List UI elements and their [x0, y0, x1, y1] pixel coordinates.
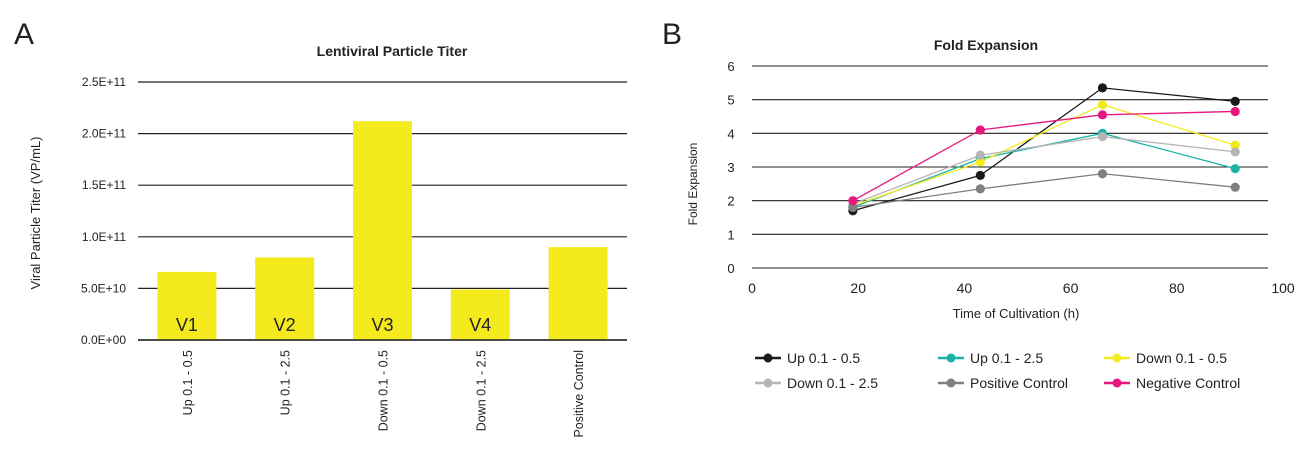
line-series-path: [852, 173, 1236, 209]
line-chart-y-tick-label: 4: [727, 126, 734, 141]
legend-item: Negative Control: [1104, 375, 1240, 391]
bar-chart-y-axis-label: Viral Particle Titer (VP/mL): [28, 137, 43, 290]
line-chart-x-tick-label: 0: [748, 280, 756, 296]
bar-chart-y-tick-label: 0.0E+00: [81, 333, 126, 347]
line-series: [848, 83, 1240, 216]
line-data-point: [975, 157, 985, 167]
panel-a: A Lentiviral Particle Titer Viral Partic…: [14, 18, 627, 438]
legend-item: Down 0.1 - 2.5: [755, 375, 878, 391]
line-data-point: [975, 150, 985, 160]
line-series: [848, 169, 1240, 212]
line-series-path: [852, 110, 1236, 202]
line-chart-y-tick-label: 1: [727, 227, 734, 242]
line-chart-x-tick-label: 60: [1063, 280, 1079, 296]
bar: [157, 271, 217, 340]
bar-chart-category-label: Down 0.1 - 0.5: [377, 350, 391, 431]
legend-swatch-marker: [946, 378, 956, 388]
line-data-point: [1230, 106, 1240, 117]
panel-b-label: B: [662, 18, 682, 51]
line-data-point: [1097, 132, 1108, 142]
bar-chart-category-label: Up 0.1 - 0.5: [181, 350, 195, 415]
line-chart-y-tick-label: 3: [727, 160, 734, 175]
line-data-point: [975, 184, 985, 194]
line-series-path: [852, 132, 1236, 209]
line-data-point: [848, 202, 858, 212]
legend-swatch-marker: [946, 353, 956, 363]
legend-item: Down 0.1 - 0.5: [1104, 350, 1227, 366]
legend-label: Down 0.1 - 2.5: [787, 375, 878, 391]
line-chart-x-tick-label: 40: [957, 280, 973, 296]
line-chart-legend: Up 0.1 - 0.5 Up 0.1 - 2.5 Down 0.1 - 0.5 Do…: [755, 350, 1240, 391]
line-chart-x-tick-label: 20: [850, 280, 866, 296]
bar-chart-category-label: Down 0.1 - 2.5: [474, 350, 488, 431]
bar-data-label: V1: [176, 315, 198, 335]
legend-item: Up 0.1 - 0.5: [755, 350, 860, 366]
line-chart-x-tick-label: 80: [1169, 280, 1185, 296]
bar-chart-y-tick-label: 2.0E+11: [82, 127, 126, 141]
line-data-point: [848, 196, 858, 206]
line-data-point: [975, 170, 985, 181]
bar: [353, 121, 412, 340]
legend-label: Up 0.1 - 0.5: [787, 350, 860, 366]
bar-chart-title: Lentiviral Particle Titer: [317, 43, 468, 59]
bar-chart-y-tick-label: 5.0E+10: [81, 281, 126, 295]
line-series: [848, 100, 1240, 211]
legend-swatch-marker: [763, 378, 773, 388]
line-chart-y-axis-label: Fold Expansion: [686, 143, 700, 226]
line-data-point: [975, 125, 985, 135]
bar-chart-y-tick-label: 2.5E+11: [82, 75, 126, 89]
legend-item: Up 0.1 - 2.5: [938, 350, 1043, 366]
line-data-point: [1230, 182, 1240, 192]
bar-data-label: V4: [469, 315, 491, 335]
line-data-point: [1097, 83, 1108, 93]
legend-label: Down 0.1 - 0.5: [1136, 350, 1227, 366]
line-chart-y-tick-label: 6: [727, 59, 734, 74]
legend-label: Negative Control: [1136, 375, 1240, 391]
legend-item: Positive Control: [938, 375, 1068, 391]
bar: [548, 247, 608, 340]
bar-chart-category-label: Positive Control: [572, 350, 586, 438]
line-data-point: [1230, 96, 1240, 106]
bar-data-label: V3: [371, 315, 393, 335]
legend-swatch-marker: [763, 353, 773, 363]
line-chart-y-tick-label: 5: [727, 93, 734, 108]
line-data-point: [1097, 169, 1108, 179]
line-chart-title: Fold Expansion: [934, 37, 1038, 53]
line-data-point: [1230, 147, 1240, 157]
line-series: [848, 106, 1240, 206]
legend-label: Positive Control: [970, 375, 1068, 391]
bar-chart-category-label: Up 0.1 - 2.5: [279, 350, 293, 415]
bar-chart-y-tick-label: 1.0E+11: [82, 230, 126, 244]
line-data-point: [1097, 110, 1108, 120]
line-chart-x-tick-label: 100: [1271, 280, 1295, 296]
line-series-path: [852, 136, 1236, 205]
bar: [450, 289, 510, 340]
legend-swatch-marker: [1112, 378, 1122, 388]
line-chart-y-tick-label: 0: [727, 261, 734, 276]
legend-swatch-marker: [1112, 353, 1122, 363]
bar: [255, 257, 315, 340]
panel-a-label: A: [14, 18, 34, 51]
bar-chart-y-tick-label: 1.5E+11: [82, 178, 126, 192]
line-data-point: [1230, 140, 1240, 150]
line-series-path: [852, 104, 1236, 207]
panel-b: B Fold Expansion Fold Expansion Time of …: [662, 18, 1295, 391]
line-chart-x-axis-label: Time of Cultivation (h): [953, 306, 1080, 321]
bar-data-label: V2: [274, 315, 296, 335]
line-series-path: [852, 87, 1236, 212]
line-data-point: [1097, 100, 1108, 110]
legend-label: Up 0.1 - 2.5: [970, 350, 1043, 366]
line-chart-y-tick-label: 2: [727, 194, 734, 209]
line-data-point: [1230, 164, 1240, 174]
